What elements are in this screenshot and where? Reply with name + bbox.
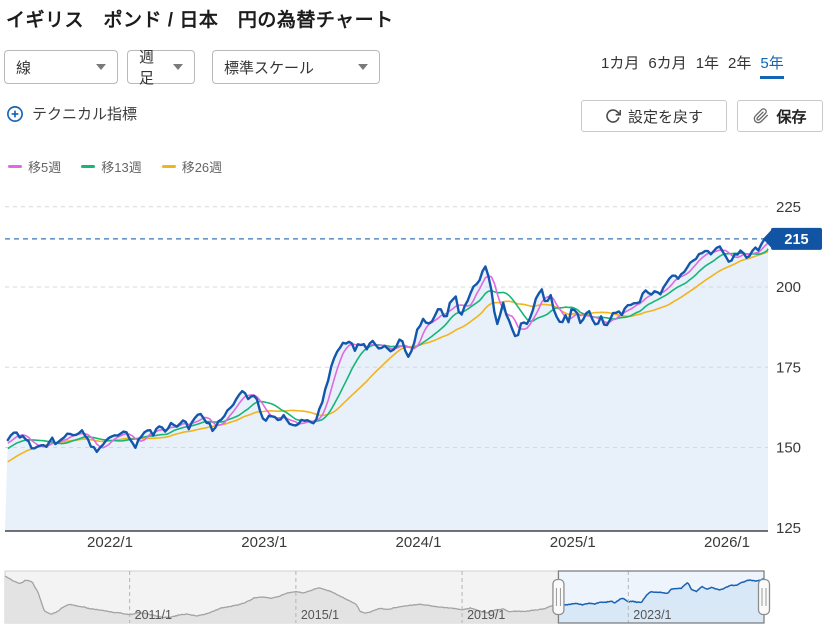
reset-settings-button[interactable]: 設定を戻す [581,100,727,132]
navigator-handle-left[interactable] [552,578,565,616]
nav-tick-label-2015/1: 2015/1 [301,608,339,622]
price-tag-box [771,227,822,250]
legend-item-移26週[interactable]: 移26週 [161,157,223,176]
y-axis-labels: 225 200 175 150 125 [776,199,801,537]
legend-swatch [8,165,22,168]
price-tag-arrow [763,230,771,248]
chart-type-value: 線 [16,59,32,77]
price-line [6,236,770,454]
legend-label: 移5週 [28,160,62,175]
navigator-handle-right[interactable] [757,578,771,616]
y-tick-label-175: 175 [776,359,801,376]
timeframe-select[interactable]: 週足 [127,49,195,87]
period-1カ月[interactable]: 1カ月 [601,55,640,72]
y-tick-label-200: 200 [776,279,801,296]
technical-indicators-button[interactable]: テクニカル指標 [6,103,137,124]
period-2年[interactable]: 2年 [728,55,752,72]
nav-tick-label-2019/1: 2019/1 [467,608,505,622]
y-tick-label-125: 125 [776,520,801,537]
chart-type-select[interactable]: 線 [4,50,118,84]
legend-item-移13週[interactable]: 移13週 [81,157,142,176]
chart-legend: 移5週 移13週 移26週 [8,157,222,176]
navigator-handle-left-grip[interactable] [552,578,565,616]
nav-selected-series [557,577,765,606]
plus-circle-icon [7,105,23,122]
x-tick-label-2024/1: 2024/1 [396,534,442,551]
current-price-tag: 215 [763,227,822,250]
x-tick-label-2026/1: 2026/1 [704,534,750,551]
legend-item-移5週[interactable]: 移5週 [8,157,61,176]
nav-selected-area [557,578,764,623]
nav-tick-labels: 2011/1 2015/1 2019/1 2023/1 [129,571,672,623]
legend-label: 移13週 [101,160,142,175]
period-5年[interactable]: 5年 [760,52,784,79]
legend-swatch [81,165,96,168]
x-axis-labels: 2022/1 2023/1 2024/1 2025/1 2026/1 [87,534,750,551]
period-selector: 1カ月 6カ月 1年 2年 5年 [601,52,784,79]
page-title: イギリス ポンド / 日本 円の為替チャート [6,10,394,31]
legend-label: 移26週 [181,160,223,175]
range-navigator[interactable]: 2011/1 2015/1 2019/1 2023/1 [0,566,827,632]
chevron-down-icon [173,64,183,70]
scale-value: 標準スケール [224,59,315,77]
y-tick-label-225: 225 [776,199,801,216]
paperclip-icon [754,108,769,124]
price-chart[interactable]: 215 225 200 175 150 125 2022/1 2023/1 2024/1 2025… [0,190,827,568]
nav-gray-series [4,575,560,619]
x-tick-label-2023/1: 2023/1 [241,534,287,551]
main-grid [5,206,768,449]
scale-select[interactable]: 標準スケール [212,50,380,84]
price-area [5,237,768,532]
reset-settings-label: 設定を戻す [627,108,703,126]
period-6カ月[interactable]: 6カ月 [648,55,687,72]
legend-swatch [161,165,176,168]
period-1年[interactable]: 1年 [695,55,720,72]
navigator-handle-right-grip[interactable] [757,578,771,616]
refresh-icon [606,109,621,123]
save-button[interactable]: 保存 [737,100,823,132]
chevron-down-icon [96,64,106,70]
technical-indicators-label: テクニカル指標 [32,106,138,123]
x-tick-label-2025/1: 2025/1 [550,534,596,551]
nav-tick-label-2023/1: 2023/1 [633,608,671,622]
timeframe-value: 週足 [139,49,155,87]
x-tick-label-2022/1: 2022/1 [87,534,133,551]
y-tick-label-150: 150 [776,440,801,457]
nav-gray-area [5,576,560,623]
price-tag-value: 215 [784,232,808,248]
chevron-down-icon [358,64,368,70]
nav-tick-label-2011/1: 2011/1 [135,608,172,622]
save-label: 保存 [776,108,807,126]
ma5-line [7,241,769,449]
